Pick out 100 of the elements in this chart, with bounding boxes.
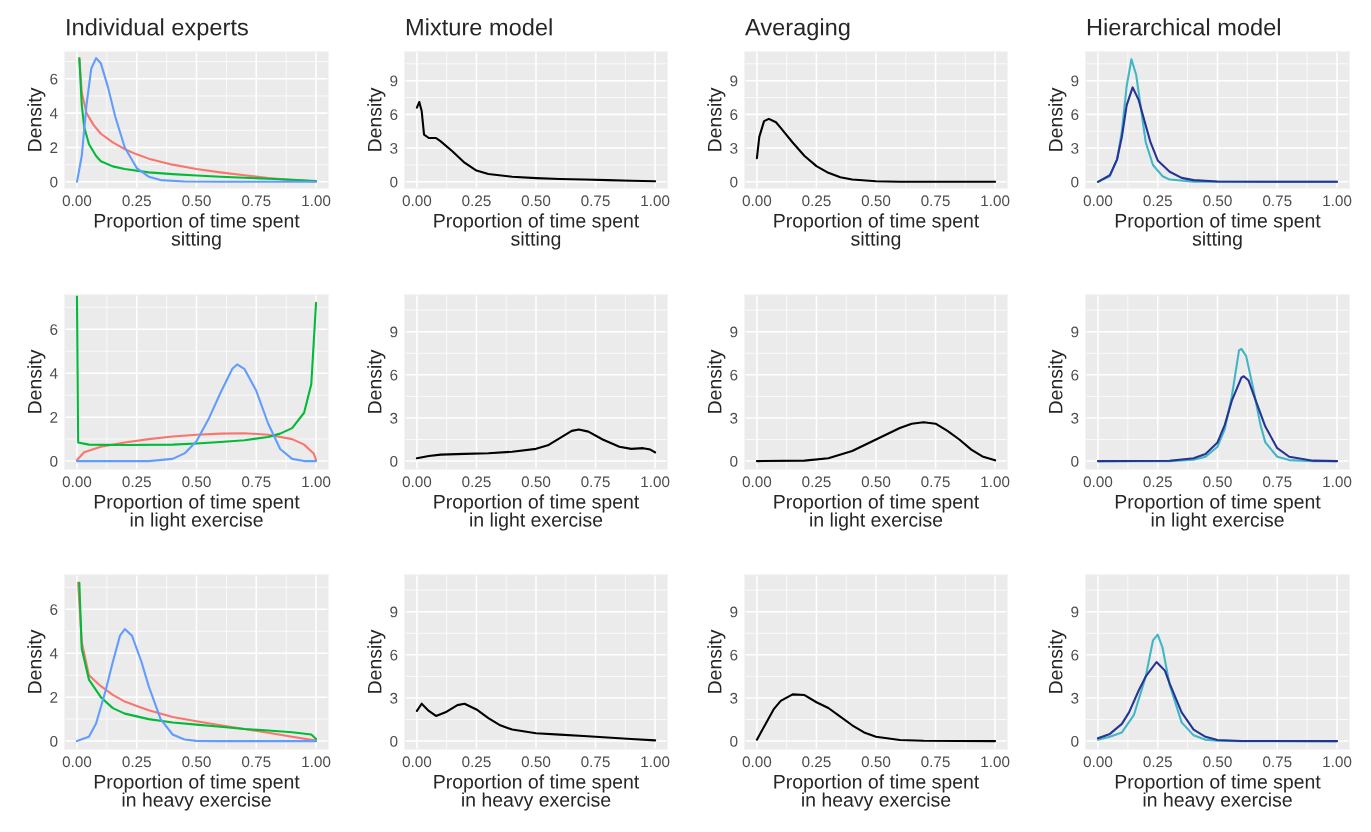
x-tick-label: 1.00 (302, 476, 331, 488)
x-tick-label: 1.00 (641, 476, 670, 488)
x-axis-title: Proportion of time spent in heavy exercise (94, 774, 300, 811)
x-tick-label: 0.00 (1083, 756, 1113, 768)
y-axis-title: Density (27, 629, 46, 693)
x-tick-label: 0.25 (1143, 195, 1172, 207)
y-axis-title: Density (1048, 349, 1067, 413)
x-tick-label: 0.00 (742, 195, 772, 207)
y-axis-title: Density (707, 629, 726, 693)
line-series (1096, 660, 1339, 743)
line-series (75, 432, 318, 462)
chart-title: Averaging (745, 18, 850, 41)
y-tick-label: 6 (730, 369, 738, 381)
y-tick-label: 4 (49, 648, 58, 659)
y-tick-label: 9 (390, 75, 398, 87)
y-tick-label: 9 (1071, 75, 1079, 87)
x-tick-label: 0.25 (462, 195, 491, 207)
x-tick-label: 0.50 (182, 476, 211, 488)
chart-title: Individual experts (67, 18, 248, 41)
x-tick-label: 1.00 (981, 756, 1010, 768)
y-tick-label: 2 (50, 142, 58, 154)
x-tick-label: 1.00 (1323, 756, 1352, 768)
y-tick-label: 6 (50, 324, 58, 335)
x-tick-label: 0.00 (402, 756, 432, 768)
y-axis-title: Density (27, 349, 46, 413)
y-tick-label: 6 (1071, 649, 1079, 661)
x-tick-label: 0.50 (1203, 195, 1232, 207)
y-tick-label: 6 (1071, 369, 1079, 381)
x-axis-title: Proportion of time spent sitting (94, 213, 300, 250)
x-tick-label: 0.25 (122, 756, 151, 768)
y-axis-title: Density (1048, 87, 1067, 151)
x-tick-label: 0.75 (242, 756, 271, 768)
y-tick-label: 6 (390, 109, 398, 121)
line-series (415, 100, 657, 183)
y-tick-label: 9 (1071, 606, 1079, 618)
y-axis-title: Density (367, 629, 386, 693)
chart-title: Hierarchical model (1087, 18, 1280, 36)
x-tick-label: 0.75 (1263, 476, 1292, 488)
y-axis-title: Density (707, 349, 726, 413)
x-tick-label: 0.75 (921, 195, 950, 207)
x-axis-title: Proportion of time spent in light exercise (774, 494, 980, 531)
y-tick-label: 9 (730, 75, 738, 87)
y-tick-label: 3 (730, 692, 738, 704)
x-tick-label: 0.25 (802, 756, 831, 768)
y-tick-label: 3 (390, 412, 398, 424)
y-tick-label: 0 (1071, 176, 1079, 188)
y-tick-label: 6 (730, 649, 738, 661)
y-tick-label: 0 (50, 735, 58, 747)
x-tick-label: 0.25 (122, 476, 151, 488)
x-tick-label: 0.75 (581, 756, 610, 768)
y-tick-label: 2 (50, 692, 58, 703)
line-series (1096, 375, 1339, 463)
chart-title: Mixture model (406, 18, 552, 36)
y-tick-label: 9 (1071, 326, 1079, 338)
y-tick-label: 0 (1071, 735, 1079, 747)
y-tick-label: 6 (730, 109, 738, 121)
x-tick-label: 0.00 (1083, 476, 1113, 488)
y-tick-label: 0 (50, 176, 58, 188)
x-tick-label: 0.25 (802, 195, 831, 207)
y-tick-label: 3 (730, 412, 738, 424)
y-axis-title: Density (27, 87, 46, 151)
x-tick-label: 0.00 (742, 476, 772, 488)
y-tick-label: 2 (50, 412, 58, 423)
y-tick-label: 0 (730, 735, 738, 747)
x-tick-label: 0.50 (521, 476, 551, 488)
x-axis-title: Proportion of time spent in light exercise (1115, 494, 1321, 531)
y-tick-label: 3 (730, 142, 738, 154)
x-tick-label: 0.00 (62, 195, 92, 207)
x-tick-label: 0.25 (1143, 476, 1172, 488)
x-axis-title: Proportion of time spent sitting (774, 213, 980, 250)
x-tick-label: 0.50 (1203, 476, 1232, 488)
x-axis-title: Proportion of time spent sitting (434, 213, 640, 250)
x-tick-label: 0.00 (742, 756, 772, 768)
x-tick-label: 0.75 (921, 476, 950, 488)
y-tick-label: 3 (1071, 142, 1079, 154)
y-tick-label: 0 (390, 176, 398, 188)
x-tick-label: 0.25 (462, 476, 491, 488)
y-tick-label: 4 (49, 368, 58, 379)
x-tick-label: 0.25 (1143, 756, 1172, 768)
x-tick-label: 0.00 (62, 756, 92, 768)
x-tick-label: 1.00 (302, 195, 331, 207)
x-tick-label: 0.00 (402, 476, 432, 488)
x-axis-title: Proportion of time spent in heavy exercise (1115, 774, 1321, 811)
y-tick-label: 6 (390, 649, 398, 661)
x-tick-label: 0.50 (521, 195, 551, 207)
x-axis-title: Proportion of time spent in light exercise (434, 494, 640, 531)
x-tick-label: 0.25 (802, 476, 831, 488)
line-series (415, 702, 657, 742)
line-series (415, 428, 657, 460)
y-tick-label: 0 (730, 176, 738, 188)
y-tick-label: 0 (390, 455, 398, 467)
x-tick-label: 1.00 (1323, 195, 1352, 207)
y-tick-label: 9 (390, 606, 398, 618)
y-tick-label: 9 (730, 606, 738, 618)
x-tick-label: 0.75 (242, 195, 271, 207)
x-tick-label: 0.00 (1083, 195, 1113, 207)
x-tick-label: 1.00 (981, 476, 1010, 488)
y-tick-label: 3 (1071, 692, 1079, 704)
y-tick-label: 4 (49, 108, 58, 119)
line-series (755, 421, 997, 463)
